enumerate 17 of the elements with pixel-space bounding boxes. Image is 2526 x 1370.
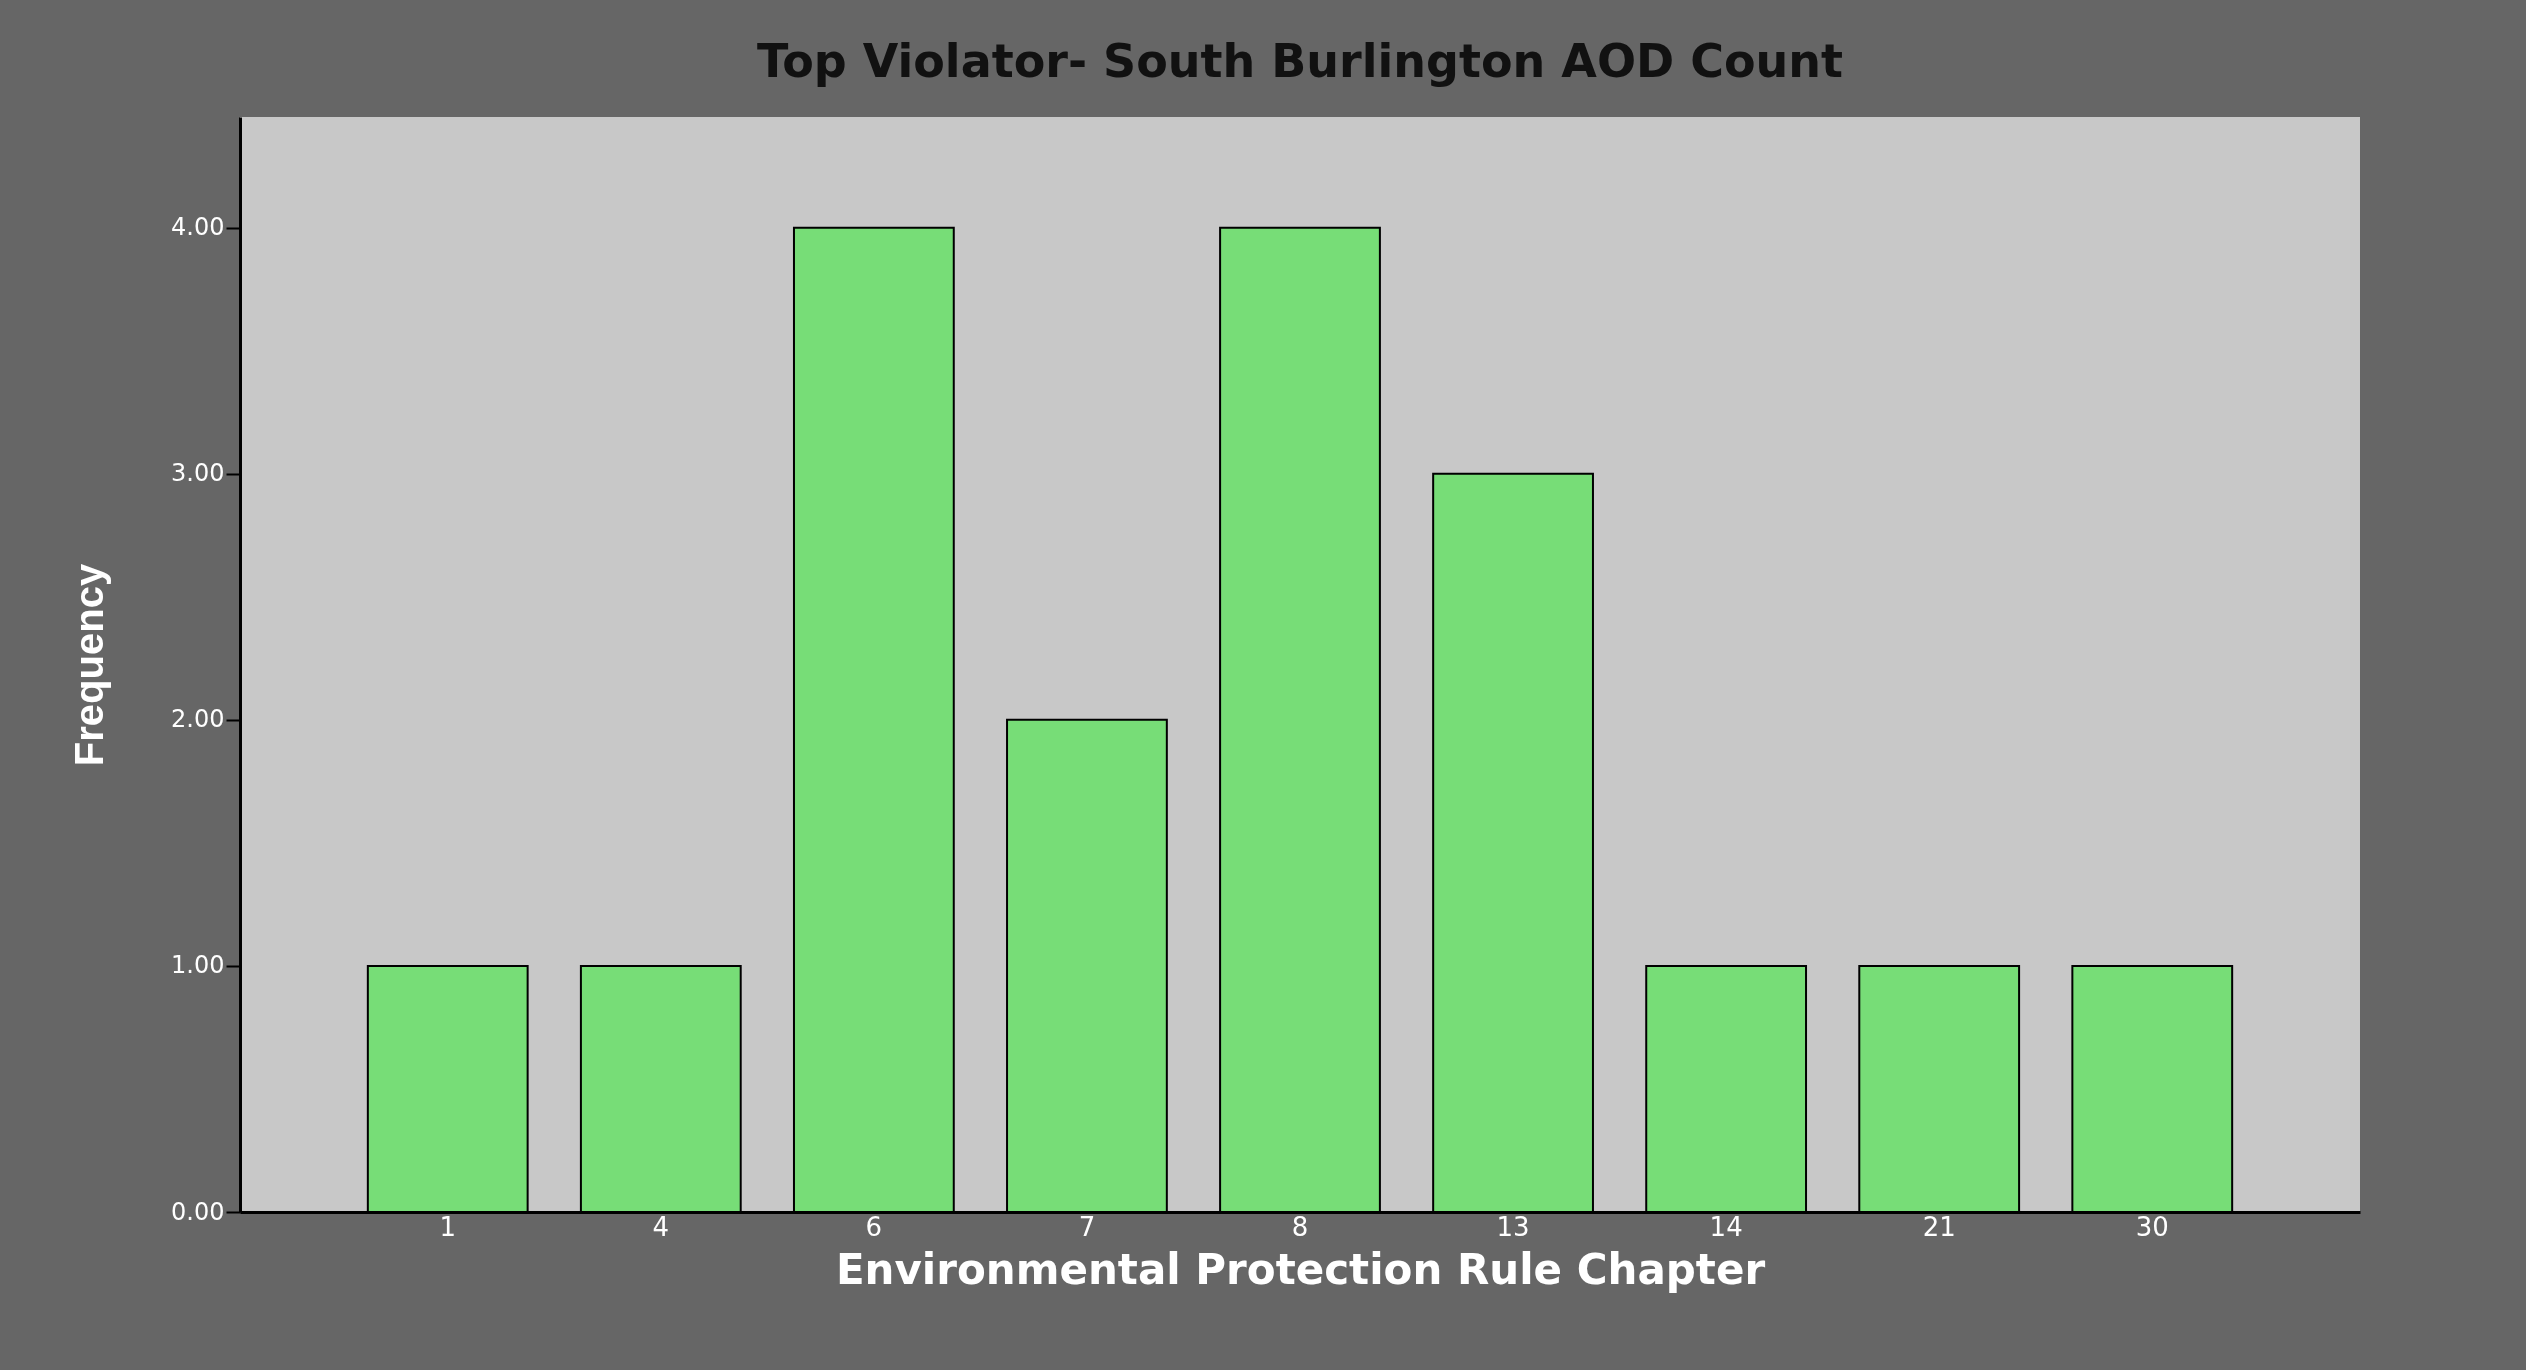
y-axis-title: Frequency: [67, 563, 112, 767]
x-axis-title: Environmental Protection Rule Chapter: [835, 1244, 1766, 1294]
x-tick-label: 13: [1496, 1211, 1530, 1242]
y-tick-label: 1.00: [171, 951, 225, 980]
x-tick-label: 6: [865, 1211, 883, 1242]
y-tick-label: 3.00: [171, 459, 225, 488]
x-tick-label: 7: [1078, 1211, 1096, 1242]
y-tick-label: 4.00: [171, 213, 225, 242]
x-tick-label: 30: [2135, 1211, 2169, 1242]
x-tick-label: 1: [439, 1211, 457, 1242]
x-tick-label: 4: [652, 1211, 670, 1242]
x-tick-label: 14: [1709, 1211, 1743, 1242]
x-tick-label: 21: [1922, 1211, 1956, 1242]
chart-title: Top Violator- South Burlington AOD Count: [756, 34, 1844, 88]
x-tick-label: 8: [1291, 1211, 1309, 1242]
y-tick-label: 0.00: [171, 1197, 225, 1226]
y-tick-label: 2.00: [171, 705, 225, 734]
